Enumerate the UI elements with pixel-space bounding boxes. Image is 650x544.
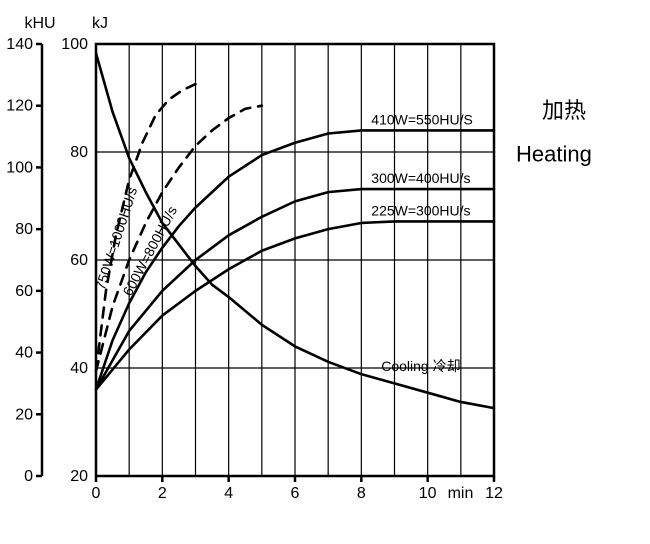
label-410: 410W=550HU/S [371, 111, 473, 127]
heating-label-en: Heating [516, 141, 592, 166]
khu-tick-label: 20 [15, 406, 33, 423]
heating-cooling-chart: 020406080100120140kHU20406080100kJ024681… [0, 0, 650, 544]
kj-tick-label: 100 [61, 36, 88, 53]
khu-tick-label: 0 [24, 468, 33, 485]
label-cooling: Cooling 冷却 [381, 358, 460, 374]
khu-tick-label: 100 [6, 159, 33, 176]
x-tick-label: 10 [419, 485, 437, 502]
khu-axis-label: kHU [24, 15, 55, 32]
label-225: 225W=300HU/s [371, 202, 470, 218]
kj-axis-label: kJ [92, 15, 108, 32]
x-tick-label: 12 [485, 485, 503, 502]
kj-tick-label: 60 [70, 252, 88, 269]
khu-tick-label: 40 [15, 345, 33, 362]
khu-tick-label: 80 [15, 221, 33, 238]
x-unit-label: min [448, 485, 474, 502]
khu-tick-label: 60 [15, 283, 33, 300]
kj-tick-label: 80 [70, 144, 88, 161]
x-tick-label: 6 [291, 485, 300, 502]
kj-tick-label: 20 [70, 468, 88, 485]
x-tick-label: 4 [224, 485, 233, 502]
heating-label-cn: 加热 [542, 98, 586, 123]
khu-tick-label: 120 [6, 98, 33, 115]
label-300: 300W=400HU/s [371, 170, 470, 186]
x-tick-label: 2 [158, 485, 167, 502]
kj-tick-label: 40 [70, 360, 88, 377]
khu-tick-label: 140 [6, 36, 33, 53]
x-tick-label: 0 [92, 485, 101, 502]
x-tick-label: 8 [357, 485, 366, 502]
grid [96, 44, 494, 476]
